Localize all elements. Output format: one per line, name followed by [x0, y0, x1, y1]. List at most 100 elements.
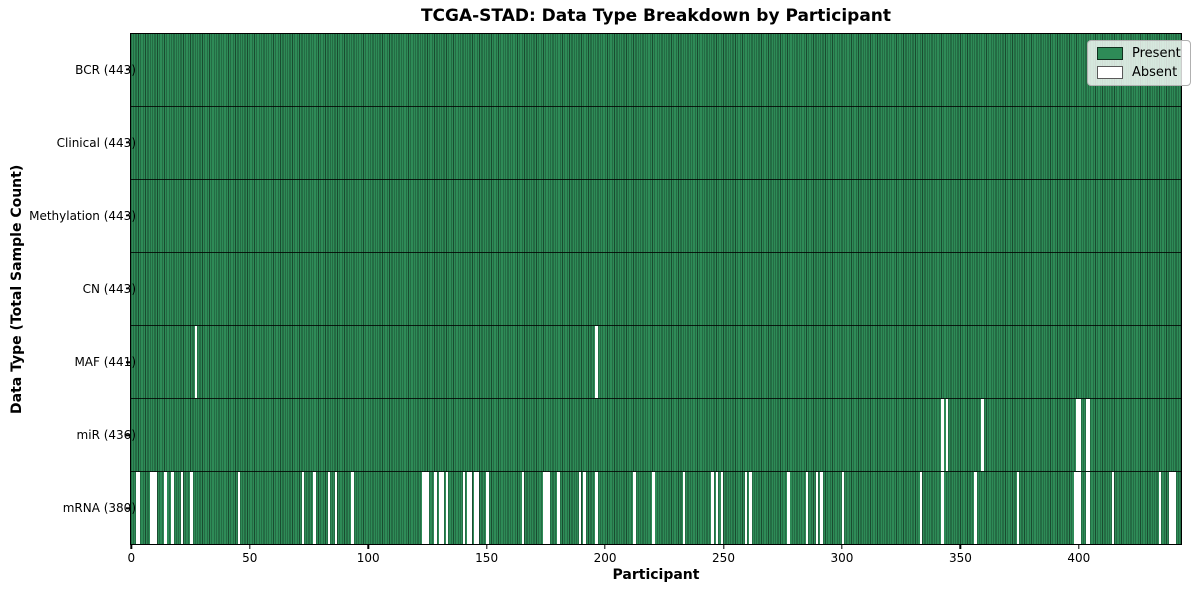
heatmap-row-Clinical — [131, 106, 1181, 179]
ytick-label-CN: CN (443) — [82, 282, 136, 296]
absent-cell — [711, 472, 714, 544]
absent-cell — [334, 472, 338, 544]
heatmap-row-Methylation — [131, 179, 1181, 252]
absent-cell — [941, 472, 944, 544]
absent-cell — [434, 472, 437, 544]
xtick-mark — [841, 545, 843, 549]
absent-cell — [749, 472, 752, 544]
plot-area — [130, 33, 1182, 545]
absent-cell — [820, 472, 823, 544]
absent-cell — [578, 472, 582, 544]
absent-cell — [981, 399, 984, 471]
absent-cell — [135, 472, 139, 544]
absent-cell — [149, 472, 153, 544]
ytick-mark — [126, 215, 130, 217]
legend-label-absent: Absent — [1132, 65, 1178, 80]
xtick-label-100: 100 — [356, 551, 380, 565]
absent-cell — [427, 472, 430, 544]
ytick-label-mRNA: mRNA (380) — [62, 501, 136, 516]
absent-cell — [180, 472, 184, 544]
xtick-mark — [367, 545, 369, 549]
absent-cell — [469, 472, 473, 544]
absent-cell — [422, 472, 425, 544]
absent-cell — [424, 472, 428, 544]
heatmap-rows — [131, 34, 1181, 544]
ytick-mark — [126, 361, 130, 363]
heatmap-row-CN — [131, 252, 1181, 325]
absent-cell — [476, 472, 480, 544]
absent-cell — [595, 326, 598, 398]
absent-cell — [941, 399, 944, 471]
x-axis-label: Participant — [612, 567, 700, 583]
ytick-label-MAF: MAF (441) — [74, 355, 136, 370]
xtick-mark — [130, 545, 132, 549]
absent-cell — [467, 472, 470, 544]
absent-cell — [595, 472, 598, 544]
xtick-label-150: 150 — [475, 551, 499, 565]
ytick-mark — [126, 68, 130, 71]
xtick-label-250: 250 — [712, 551, 735, 565]
absent-cell — [1173, 472, 1176, 544]
absent-cell — [633, 472, 636, 544]
heatmap-row-miR — [131, 398, 1181, 471]
absent-cell — [1078, 399, 1081, 471]
absent-cell — [841, 472, 844, 544]
absent-cell — [164, 472, 167, 544]
absent-cell — [1076, 399, 1079, 471]
xtick-mark — [1078, 545, 1080, 549]
present-swatch — [1097, 47, 1123, 60]
absent-cell — [438, 472, 442, 544]
ytick-label-miR: miR (436) — [76, 428, 136, 443]
ytick-label-Clinical: Clinical (443) — [56, 135, 136, 150]
ytick-mark — [126, 434, 130, 436]
absent-cell — [152, 472, 155, 544]
absent-cell — [787, 472, 790, 544]
absent-cell — [744, 472, 747, 544]
absent-cell — [441, 472, 444, 544]
absent-cell — [190, 472, 193, 544]
absent-cell — [1088, 399, 1091, 471]
absent-cell — [154, 472, 158, 544]
absent-cell — [474, 472, 477, 544]
legend: Present Absent — [1087, 40, 1191, 86]
absent-cell — [682, 472, 686, 544]
absent-cell — [1170, 472, 1174, 544]
xtick-label-300: 300 — [830, 551, 854, 565]
xtick-label-400: 400 — [1067, 551, 1091, 565]
absent-cell — [583, 472, 586, 544]
legend-entry-present: Present — [1097, 47, 1181, 60]
xtick-mark — [485, 545, 488, 549]
absent-cell — [237, 472, 240, 544]
absent-cell — [1111, 472, 1115, 544]
xtick-label-350: 350 — [948, 551, 972, 565]
xtick-label-50: 50 — [242, 551, 258, 565]
absent-cell — [1073, 472, 1077, 544]
absent-cell — [543, 472, 546, 544]
xtick-label-200: 200 — [593, 551, 617, 565]
absent-cell — [974, 472, 977, 544]
heatmap-row-BCR — [131, 34, 1181, 106]
absent-cell — [1078, 472, 1081, 544]
absent-cell — [720, 472, 724, 544]
absent-cell — [301, 472, 304, 544]
absent-cell — [327, 472, 330, 544]
absent-cell — [919, 472, 923, 544]
ytick-mark — [126, 288, 130, 290]
absent-cell — [462, 472, 465, 544]
absent-cell — [138, 472, 141, 544]
absent-cell — [486, 472, 489, 544]
absent-cell — [557, 472, 560, 544]
absent-cell — [806, 472, 809, 544]
absent-cell — [1085, 399, 1088, 471]
absent-cell — [1076, 472, 1079, 544]
legend-entry-absent: Absent — [1097, 66, 1181, 79]
absent-cell — [652, 472, 655, 544]
xtick-mark — [604, 545, 606, 549]
absent-cell — [194, 326, 198, 398]
absent-cell — [1085, 472, 1088, 544]
absent-cell — [815, 472, 818, 544]
absent-cell — [351, 472, 354, 544]
absent-cell — [446, 472, 449, 544]
absent-cell — [1159, 472, 1162, 544]
